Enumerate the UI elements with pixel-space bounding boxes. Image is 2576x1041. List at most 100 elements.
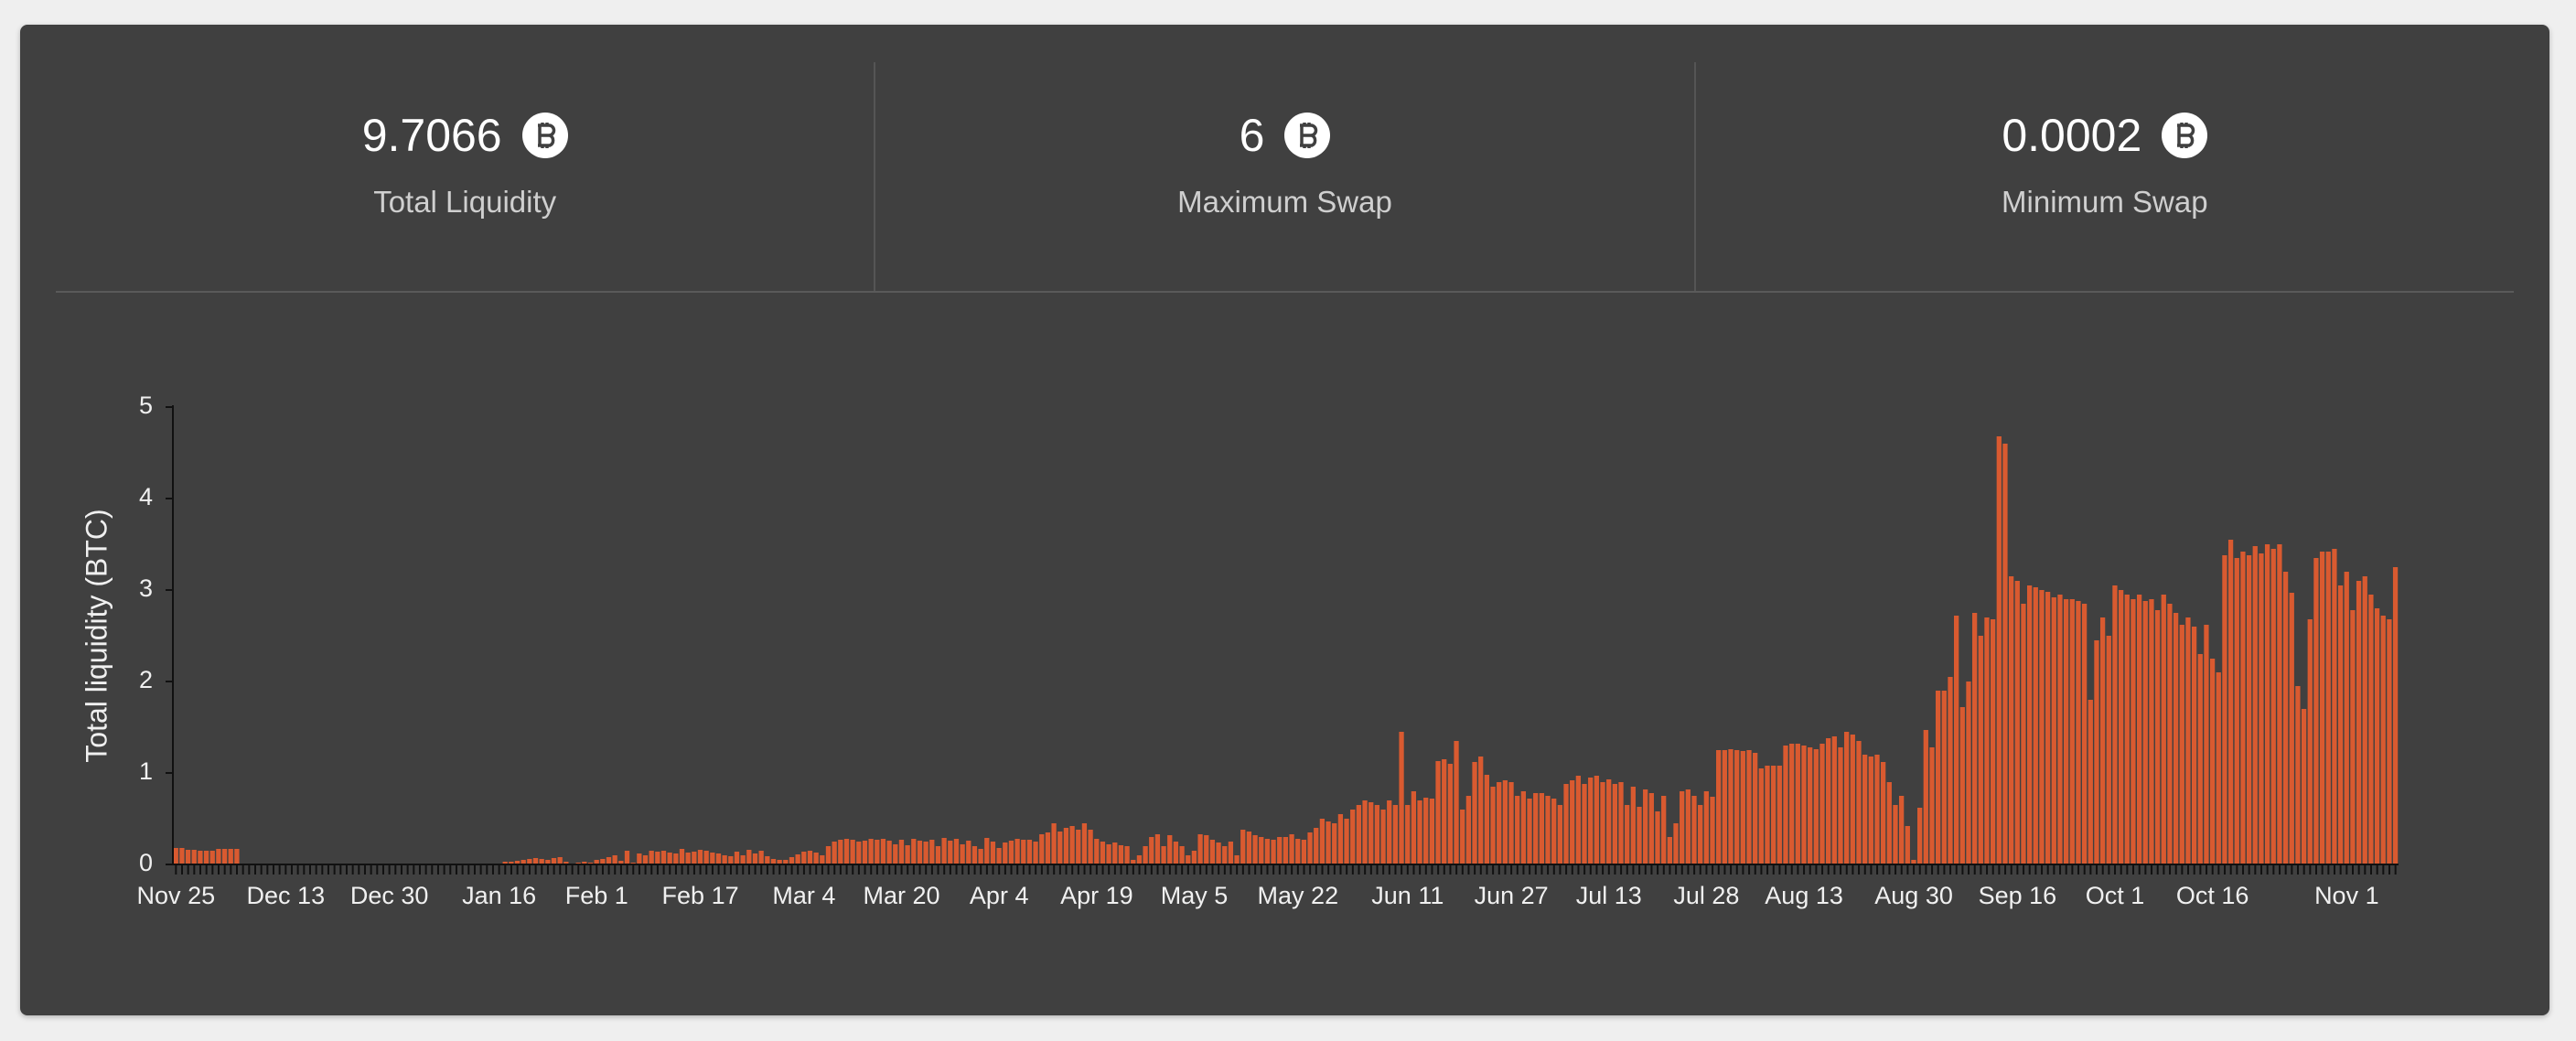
bar: [1765, 766, 1770, 864]
bar: [1021, 840, 1026, 864]
bar: [1014, 839, 1020, 864]
bar: [722, 855, 727, 864]
bar: [2118, 590, 2124, 864]
bar: [1442, 759, 1447, 864]
bar: [1003, 842, 1008, 864]
bar: [2008, 576, 2014, 864]
bar: [2142, 601, 2148, 864]
bar: [1081, 823, 1088, 864]
bar: [868, 839, 874, 864]
bar: [624, 851, 630, 864]
bar: [1143, 846, 1148, 864]
bar: [2033, 587, 2038, 864]
bar: [1362, 800, 1368, 864]
bar: [2374, 608, 2380, 864]
bar: [2191, 627, 2197, 864]
stat: 6 Maximum Swap: [874, 62, 1693, 291]
bar: [1197, 834, 1203, 864]
bar: [1685, 789, 1690, 864]
x-tick-label: Feb 1: [565, 882, 628, 909]
x-tick-label: Oct 1: [2086, 882, 2145, 909]
y-tick-label: 3: [139, 574, 153, 602]
y-tick-label: 1: [139, 757, 153, 785]
bar: [2204, 625, 2209, 864]
bar: [1264, 839, 1271, 864]
bar: [228, 849, 233, 864]
bar: [1850, 735, 1855, 864]
bar: [1637, 807, 1642, 864]
bar: [2173, 613, 2179, 864]
bar: [1874, 755, 1880, 864]
bar: [2319, 552, 2325, 864]
x-tick-label: Nov 1: [2314, 882, 2379, 909]
bar: [2259, 553, 2264, 864]
bar: [2270, 549, 2276, 864]
bar: [1539, 793, 1544, 864]
bar: [1936, 691, 1941, 864]
bar: [234, 849, 240, 864]
bar: [1948, 677, 1953, 864]
bar: [1484, 775, 1490, 864]
bar: [1648, 793, 1654, 864]
bar: [667, 853, 672, 864]
bar: [1966, 681, 1971, 864]
bar: [2264, 544, 2270, 864]
bar: [770, 859, 777, 864]
bar: [649, 851, 654, 864]
bar: [898, 840, 905, 864]
bar: [1703, 791, 1709, 864]
stat-label: Maximum Swap: [1177, 185, 1392, 219]
bar: [1392, 805, 1399, 864]
bar: [1112, 842, 1118, 864]
stat-label: Minimum Swap: [2002, 185, 2208, 219]
bar: [1515, 796, 1520, 864]
bar: [600, 859, 606, 864]
y-tick-label: 5: [139, 392, 153, 419]
bar: [606, 857, 612, 864]
bar: [509, 862, 514, 864]
bar: [1295, 839, 1301, 864]
bar: [673, 853, 679, 864]
bar: [1819, 744, 1825, 864]
bar: [582, 862, 587, 864]
bar: [1971, 613, 1978, 864]
bar: [984, 838, 990, 864]
bar: [1149, 837, 1154, 864]
bar: [1051, 823, 1057, 864]
bar: [1886, 782, 1892, 864]
x-tick-label: May 22: [1258, 882, 1339, 909]
bar: [594, 860, 599, 864]
bar: [2392, 567, 2399, 864]
bar: [1124, 846, 1130, 864]
bar: [1209, 840, 1216, 864]
bar: [1667, 837, 1672, 864]
bar: [2337, 585, 2344, 864]
bar: [564, 862, 569, 864]
bar: [752, 853, 758, 864]
bar: [1758, 768, 1764, 864]
bar: [2002, 444, 2008, 864]
x-tick-label: Mar 20: [864, 882, 940, 909]
bar: [637, 853, 642, 864]
bar: [1783, 746, 1788, 864]
x-tick-label: May 5: [1161, 882, 1229, 909]
bar: [1776, 766, 1782, 864]
bar: [545, 860, 551, 864]
bar: [1100, 842, 1106, 864]
bar: [1856, 741, 1862, 864]
bar: [1625, 805, 1630, 864]
bar: [2045, 592, 2051, 864]
bar: [1277, 837, 1283, 864]
stat-label: Total Liquidity: [373, 185, 557, 219]
bar: [1405, 805, 1411, 864]
bar: [203, 851, 209, 864]
bar: [2136, 595, 2142, 864]
bar: [1899, 796, 1905, 864]
bar: [960, 844, 965, 864]
bar: [1795, 744, 1800, 864]
bar: [2295, 686, 2301, 864]
bar: [966, 841, 971, 864]
y-tick-label: 2: [139, 666, 153, 693]
bar: [1746, 750, 1752, 864]
bar: [978, 849, 983, 864]
